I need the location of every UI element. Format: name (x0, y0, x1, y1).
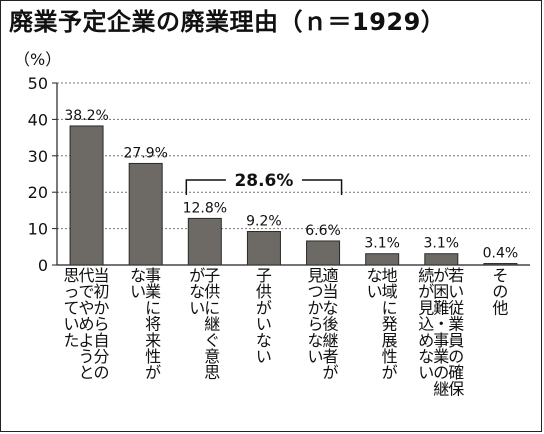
y-tick-label: 50 (28, 74, 48, 93)
group-bracket-right (301, 179, 343, 195)
x-category-label: ない (130, 266, 146, 301)
y-axis-unit-label: （%） (14, 50, 62, 69)
group-annotation-label: 28.6% (234, 171, 293, 191)
bar-value-label: 6.6% (305, 223, 341, 239)
x-category-label: 見つからない (308, 266, 324, 366)
x-category-label: が困難・事業の継 (433, 266, 449, 398)
x-category-label: 地域に発展性が (382, 266, 398, 382)
bar-value-label: 12.8% (183, 200, 227, 216)
bar-value-label: 3.1% (364, 236, 400, 252)
x-category-label: 思っていた (64, 266, 80, 350)
bar (246, 231, 281, 266)
chart-title: 廃業予定企業の廃業理由（ｎ＝1929） (9, 8, 446, 36)
y-tick-label: 20 (28, 183, 48, 202)
y-tick-label: 30 (28, 147, 48, 166)
x-category-label: がない (189, 266, 205, 317)
group-bracket-left (185, 179, 226, 195)
bar-value-label: 38.2% (64, 108, 108, 124)
x-category-label: ない (367, 266, 383, 301)
bar (187, 217, 222, 266)
bar (424, 253, 459, 266)
bar-value-label: 9.2% (246, 214, 282, 230)
bar (483, 263, 518, 266)
x-category-label: 子供に継ぐ意思 (204, 266, 220, 382)
bar (306, 240, 341, 266)
x-category-label: 事業に将来性が (145, 266, 161, 382)
bar (69, 125, 104, 266)
x-category-label: 当初から自分の (94, 266, 110, 382)
y-tick-label: 10 (28, 220, 48, 239)
x-category-label: 子供がいない (256, 266, 272, 366)
x-category-label: 適当な後継者が (323, 266, 339, 382)
x-category-label: その他 (492, 266, 508, 317)
bar-value-label: 3.1% (424, 236, 460, 252)
bar-value-label: 27.9% (123, 145, 167, 161)
y-tick-label: 0 (38, 256, 48, 275)
bar (128, 162, 163, 266)
bar (365, 253, 400, 266)
bar-value-label: 0.4% (483, 246, 519, 262)
x-category-label: 続が見込めない (418, 266, 434, 382)
x-category-label: 若い従業員の確保 (448, 266, 464, 398)
x-category-label: 代でやめようと (79, 266, 95, 382)
y-tick-label: 40 (28, 110, 48, 129)
